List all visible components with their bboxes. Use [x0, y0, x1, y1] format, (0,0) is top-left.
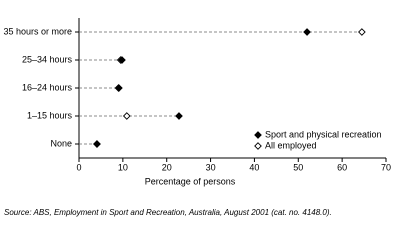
x-tick-label: 40 — [249, 162, 259, 172]
x-tick-label: 30 — [206, 162, 216, 172]
x-axis-label: Percentage of persons — [145, 176, 236, 186]
dot — [118, 56, 126, 64]
dot — [254, 131, 262, 139]
y-tick-label: 1–15 hours — [27, 110, 73, 120]
dot — [93, 140, 101, 148]
x-tick-label: 0 — [76, 162, 81, 172]
x-tick-label: 60 — [337, 162, 347, 172]
dot — [115, 84, 123, 92]
dot — [122, 112, 131, 120]
y-tick-label: None — [50, 138, 72, 148]
dot — [175, 112, 183, 120]
legend-label: Sport and physical recreation — [265, 129, 382, 139]
dot — [303, 28, 311, 36]
y-tick-label: 35 hours or more — [3, 26, 72, 36]
y-tick-label: 25–34 hours — [22, 54, 73, 64]
dot — [254, 142, 262, 150]
source-note: Source: ABS, Employment in Sport and Rec… — [4, 208, 332, 217]
dot — [358, 28, 366, 36]
x-tick-label: 50 — [293, 162, 303, 172]
x-tick-label: 70 — [381, 162, 391, 172]
y-tick-label: 16–24 hours — [22, 82, 73, 92]
legend-label: All employed — [265, 140, 317, 150]
chart: Percentage of persons Source: ABS, Emplo… — [3, 18, 391, 217]
x-tick-label: 10 — [118, 162, 128, 172]
x-tick-label: 20 — [162, 162, 172, 172]
